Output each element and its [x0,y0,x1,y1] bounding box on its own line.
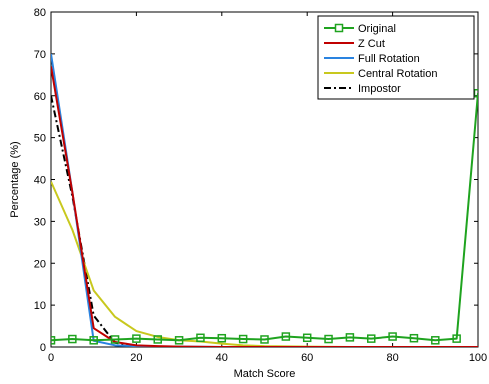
legend-label-full-rotation: Full Rotation [358,53,420,65]
data-point-original [196,333,205,343]
y-tick-label: 70 [34,49,46,61]
y-tick-label: 50 [34,133,46,145]
x-tick-label: 60 [301,352,313,364]
y-tick-label: 60 [34,91,46,103]
series-line-z-cut [51,66,478,347]
x-axis-label: Match Score [234,368,296,380]
data-point-original [174,336,184,345]
series-line-original [51,93,478,342]
data-point-original [302,333,312,343]
data-point-original [110,335,120,344]
y-tick-label: 30 [34,216,46,228]
x-tick-label: 100 [469,352,487,364]
data-point-original [89,336,98,345]
data-point-original [452,334,461,343]
x-tick-label: 20 [130,352,142,364]
data-point-original [51,336,56,345]
y-tick-label: 10 [34,300,46,312]
x-tick-label: 0 [48,352,54,364]
data-point-original [238,334,248,344]
data-point-original [345,333,355,342]
legend: Original Z Cut Full Rotation Central Rotati… [317,15,475,100]
tick-labels: 0 20 40 60 80 100 0 10 20 30 40 50 60 70 80 [34,7,487,364]
legend-label-original: Original [358,23,396,35]
x-tick-label: 80 [386,352,398,364]
series-line-central-rotation [51,181,478,347]
x-tick-label: 40 [216,352,228,364]
y-tick-label: 20 [34,258,46,270]
data-point-original [431,336,440,345]
y-tick-label: 40 [34,175,46,187]
data-point-original [68,334,77,344]
data-point-original [153,335,162,344]
data-point-original [132,334,141,343]
data-point-original [388,332,397,341]
y-tick-label: 80 [34,7,46,19]
data-point-original [281,332,291,341]
legend-label-z-cut: Z Cut [358,38,385,50]
series-line-impostor [51,95,478,347]
data-point-original [260,335,269,344]
legend-marker-original [334,23,344,33]
data-point-original [367,334,376,343]
series-group [51,53,478,347]
legend-label-impostor: Impostor [358,83,401,95]
legend-label-central-rotation: Central Rotation [358,68,438,80]
y-axis-label: Percentage (%) [9,141,21,217]
data-point-original [217,333,227,343]
data-point-original [324,334,333,344]
y-tick-label: 0 [40,342,46,354]
data-point-original [409,333,419,343]
